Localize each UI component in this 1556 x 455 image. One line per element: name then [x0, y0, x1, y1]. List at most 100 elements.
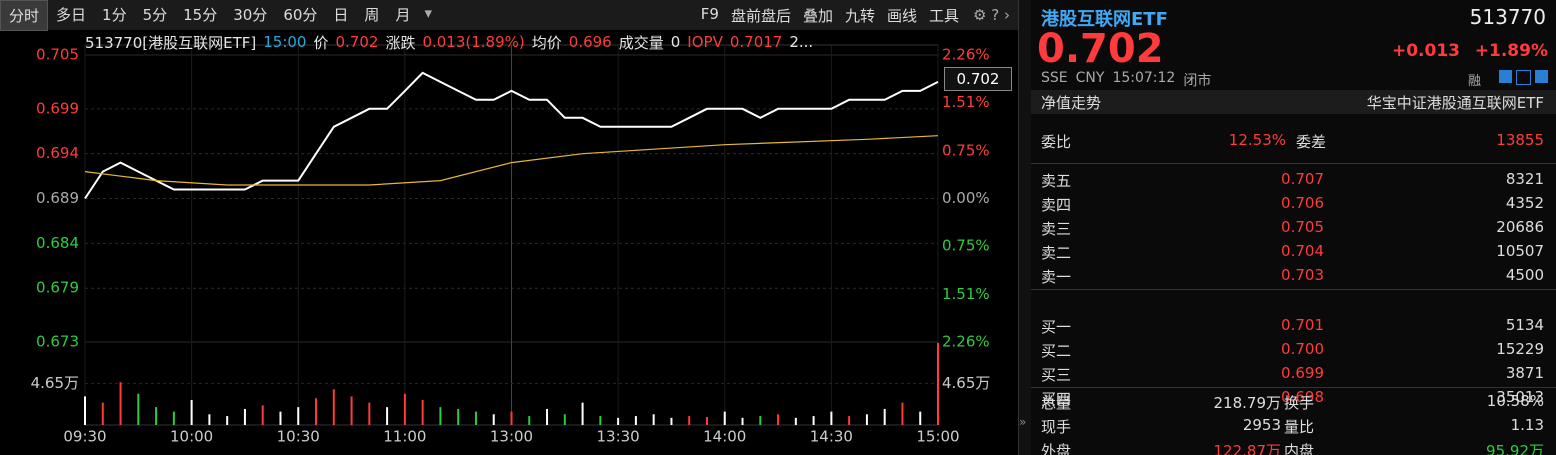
y-tick-label: 0.699	[36, 99, 79, 117]
currency: CNY	[1075, 70, 1105, 86]
y-tick-label: 0.705	[36, 46, 79, 64]
separator	[1031, 387, 1556, 388]
quote-panel: 港股互联网ETF 513770 0.702 +0.013 +1.89% SSE C…	[1031, 0, 1556, 455]
x-tick-label: 09:30	[63, 428, 106, 446]
y-tick-label: 0.694	[36, 144, 79, 162]
y2-tick-label: 2.26%	[942, 46, 990, 64]
cell: 8321	[1505, 170, 1544, 188]
value: 0.702	[335, 33, 379, 51]
cell: 买三	[1041, 366, 1072, 384]
tab[interactable]: 多日	[56, 5, 87, 24]
chart: 0.705 0.699 0.694 0.689 0.684 0.679 0.673 2.26%…	[31, 44, 990, 446]
tab[interactable]: 30分	[233, 5, 268, 24]
x-tick-label: 10:30	[277, 428, 320, 446]
cell: 委差	[1296, 133, 1327, 151]
time: 15:00	[263, 33, 307, 51]
toolbar: 分时 多日 1分 5分 15分 30分 60分日周月 ▾ F9 盘前盘后 叠加 九转 画线 工具 ⚙ ? ›	[0, 0, 1018, 31]
cell: 122.87万	[1213, 442, 1282, 455]
cell: 0.703	[1281, 266, 1324, 284]
tool[interactable]: 九转	[845, 6, 876, 25]
cell: 0.704	[1281, 242, 1324, 260]
cell: 0.706	[1281, 194, 1324, 212]
label: IOPV	[687, 33, 723, 51]
meta: SSE CNY 15:07:12 闭市	[1041, 70, 1211, 90]
label: 均价	[531, 33, 562, 52]
cell: 买一	[1041, 318, 1072, 336]
y2-tick-label: 0.75%	[942, 141, 990, 159]
price-tag: 0.702	[944, 67, 1012, 91]
info-line: 513770[港股互联网ETF] 15:00 价 0.702 涨跌 0.013(…	[85, 31, 813, 53]
divider[interactable]: »	[1018, 0, 1031, 455]
code: 513770	[1469, 5, 1546, 29]
tab[interactable]: 1分	[102, 5, 127, 24]
y-tick-label: 0.673	[36, 333, 79, 351]
cell: 4500	[1505, 266, 1544, 284]
cell: 1.13	[1510, 416, 1544, 434]
y2-tick-label: 1.51%	[942, 285, 990, 303]
icons[interactable]: ⚙ ? ›	[973, 6, 1010, 24]
nav-bar: 净值走势 华宝中证港股通互联网ETF	[1031, 90, 1556, 114]
cell: 卖一	[1041, 268, 1072, 286]
x-tick-label: 11:00	[383, 428, 426, 446]
price: 0.702	[1037, 26, 1164, 72]
cell: 0.700	[1281, 340, 1324, 358]
cell: 218.79万	[1213, 394, 1282, 412]
tool[interactable]: 叠加	[802, 6, 833, 25]
market: SSE	[1041, 70, 1068, 86]
separator	[1031, 163, 1556, 164]
tab[interactable]: 日	[333, 5, 349, 24]
cell: 卖五	[1041, 172, 1072, 190]
cell: 0.698	[1281, 388, 1324, 406]
cell: 4352	[1505, 194, 1544, 212]
x-tick-label: 14:30	[810, 428, 853, 446]
y2-tick-label: 0.75%	[942, 237, 990, 255]
value: 2...	[789, 33, 814, 51]
vol-tick-label: 4.65万	[942, 374, 990, 392]
cell: 3871	[1505, 364, 1544, 382]
tab[interactable]: 月	[395, 5, 411, 24]
icons[interactable]	[1499, 70, 1548, 85]
nav-label[interactable]: 净值走势	[1041, 94, 1102, 112]
cell: 95.92万	[1486, 442, 1544, 455]
dropdown[interactable]: ▾	[424, 3, 432, 22]
tab[interactable]: 分时	[0, 0, 49, 31]
tool[interactable]: 工具	[929, 6, 960, 25]
cell: 20686	[1496, 218, 1544, 236]
cell: 卖二	[1041, 244, 1072, 262]
tab[interactable]: 5分	[142, 5, 168, 24]
cell: 13855	[1496, 131, 1544, 149]
index-name: 华宝中证港股通互联网ETF	[1366, 94, 1544, 112]
tab[interactable]: 周	[364, 5, 380, 24]
cell: 量比	[1284, 418, 1315, 436]
value: 0.7017	[729, 33, 783, 51]
cell: 10.58%	[1486, 392, 1544, 410]
separator	[1031, 289, 1556, 290]
y2-tick-label: 1.51%	[942, 93, 990, 111]
tool[interactable]: 画线	[887, 6, 918, 25]
change-pct: +1.89%	[1474, 41, 1548, 61]
cell: 买二	[1041, 342, 1072, 360]
y2-tick-label: 0.00%	[942, 189, 990, 207]
y2-tick-label: 2.26%	[942, 333, 990, 351]
tab[interactable]: 60分	[283, 5, 318, 24]
value: 0.013(1.89%)	[422, 33, 525, 51]
x-tick-label: 13:30	[597, 428, 640, 446]
tool[interactable]: 盘前盘后	[730, 6, 791, 25]
name: 港股互联网ETF	[1041, 9, 1168, 30]
x-tick-label: 14:00	[703, 428, 746, 446]
value: 0.696	[568, 33, 612, 51]
cell: 买四	[1041, 390, 1072, 408]
change: +0.013	[1391, 41, 1460, 61]
y-tick-label: 0.684	[36, 234, 79, 252]
tab[interactable]: 15分	[183, 5, 218, 24]
cell: 35013	[1496, 388, 1544, 406]
cell: 总量	[1041, 394, 1072, 412]
status: 闭市	[1183, 73, 1212, 89]
cell: 0.699	[1281, 364, 1324, 382]
tool[interactable]: F9	[700, 4, 719, 23]
cell: 12.53%	[1228, 131, 1286, 149]
value: 0	[670, 33, 681, 51]
vol-tick-label: 4.65万	[31, 374, 79, 392]
x-tick-label: 10:00	[170, 428, 213, 446]
